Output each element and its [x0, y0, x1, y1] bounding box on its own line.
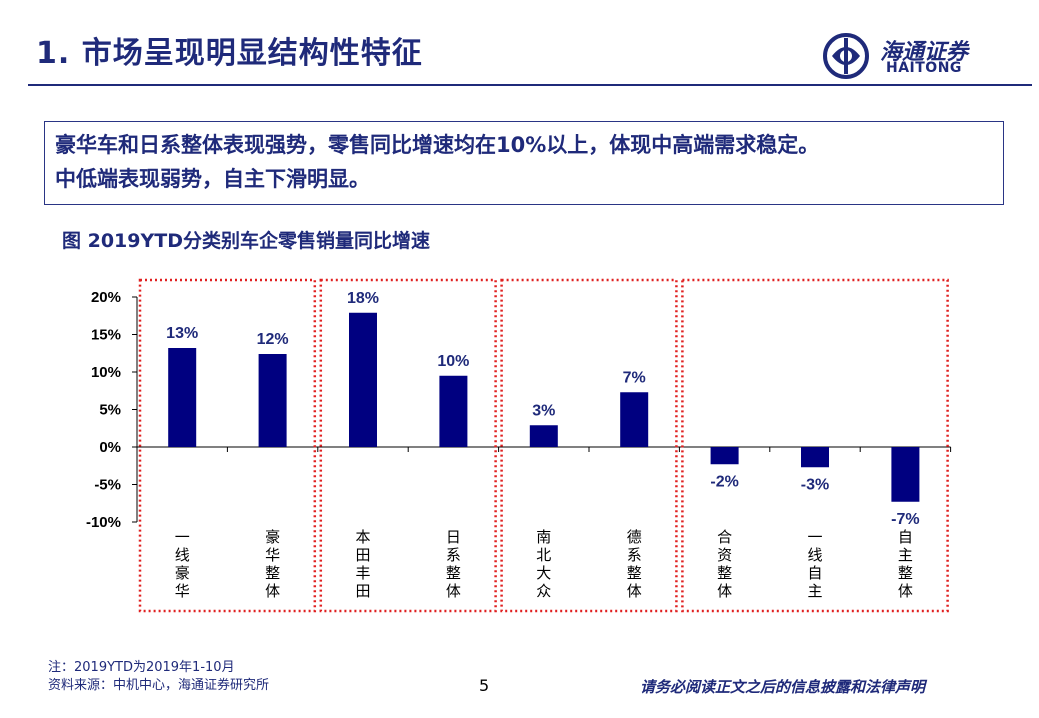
- bar: [801, 447, 829, 468]
- logo-english-text: HAITONG: [886, 60, 962, 76]
- y-tick-label: 5%: [99, 402, 121, 419]
- y-tick-label: 0%: [99, 439, 121, 456]
- y-tick-label: 10%: [91, 364, 121, 381]
- group-highlight-box: [681, 278, 949, 613]
- category-label: 南北大众: [536, 528, 551, 600]
- bar: [258, 354, 287, 447]
- bar: [891, 447, 920, 502]
- y-tick-label: -5%: [94, 477, 121, 494]
- data-label: 13%: [166, 325, 198, 342]
- data-label: 10%: [437, 353, 469, 370]
- group-highlight-box: [138, 278, 317, 613]
- data-label: -2%: [710, 473, 738, 490]
- data-label: 18%: [347, 290, 379, 307]
- summary-line-2: 中低端表现弱势，自主下滑明显。: [55, 167, 370, 191]
- bar: [620, 392, 649, 447]
- category-label: 自主整体: [898, 528, 913, 600]
- group-highlight-box: [319, 278, 497, 613]
- data-label: 7%: [623, 369, 646, 386]
- chart-title: 图 2019YTD分类别车企零售销量同比增速: [62, 230, 430, 252]
- footnote-source: 资料来源：中机中心，海通证券研究所: [48, 678, 270, 693]
- category-label: 一线豪华: [175, 528, 190, 600]
- footnote: 注：2019YTD为2019年1-10月 资料来源：中机中心，海通证券研究所: [48, 659, 269, 695]
- bar: [349, 312, 377, 447]
- category-label: 合资整体: [717, 528, 732, 600]
- category-label: 本田丰田: [355, 528, 370, 600]
- y-tick-label: -10%: [86, 514, 121, 531]
- legal-disclaimer: 请务必阅读正文之后的信息披露和法律声明: [640, 678, 926, 696]
- category-label: 豪华整体: [265, 528, 280, 600]
- bar: [168, 348, 197, 447]
- data-label: 3%: [532, 402, 555, 419]
- data-label: 12%: [257, 331, 289, 348]
- bar: [710, 447, 739, 465]
- page-number: 5: [479, 676, 490, 695]
- page-title: 1. 市场呈现明显结构性特征: [36, 36, 423, 71]
- category-label: 日系整体: [446, 528, 461, 600]
- data-label: -7%: [891, 511, 919, 528]
- y-tick-label: 15%: [91, 327, 121, 344]
- bar: [529, 425, 558, 447]
- bar: [439, 375, 468, 447]
- category-label: 德系整体: [627, 528, 642, 600]
- y-tick-label: 20%: [91, 289, 121, 306]
- haitong-emblem-icon: [823, 33, 869, 79]
- category-label: 一线自主: [807, 528, 822, 600]
- summary-box: 豪华车和日系整体表现强势，零售同比增速均在10%以上，体现中高端需求稳定。 中低…: [44, 121, 1004, 205]
- footnote-note: 注：2019YTD为2019年1-10月: [48, 660, 235, 675]
- haitong-logo: 海通证券 HAITONG: [818, 30, 1018, 80]
- summary-line-1: 豪华车和日系整体表现强势，零售同比增速均在10%以上，体现中高端需求稳定。: [55, 133, 820, 157]
- logo-chinese-text: 海通证券: [880, 40, 969, 65]
- group-highlight-box: [500, 278, 678, 613]
- title-divider: [28, 84, 1032, 86]
- data-label: -3%: [801, 476, 829, 493]
